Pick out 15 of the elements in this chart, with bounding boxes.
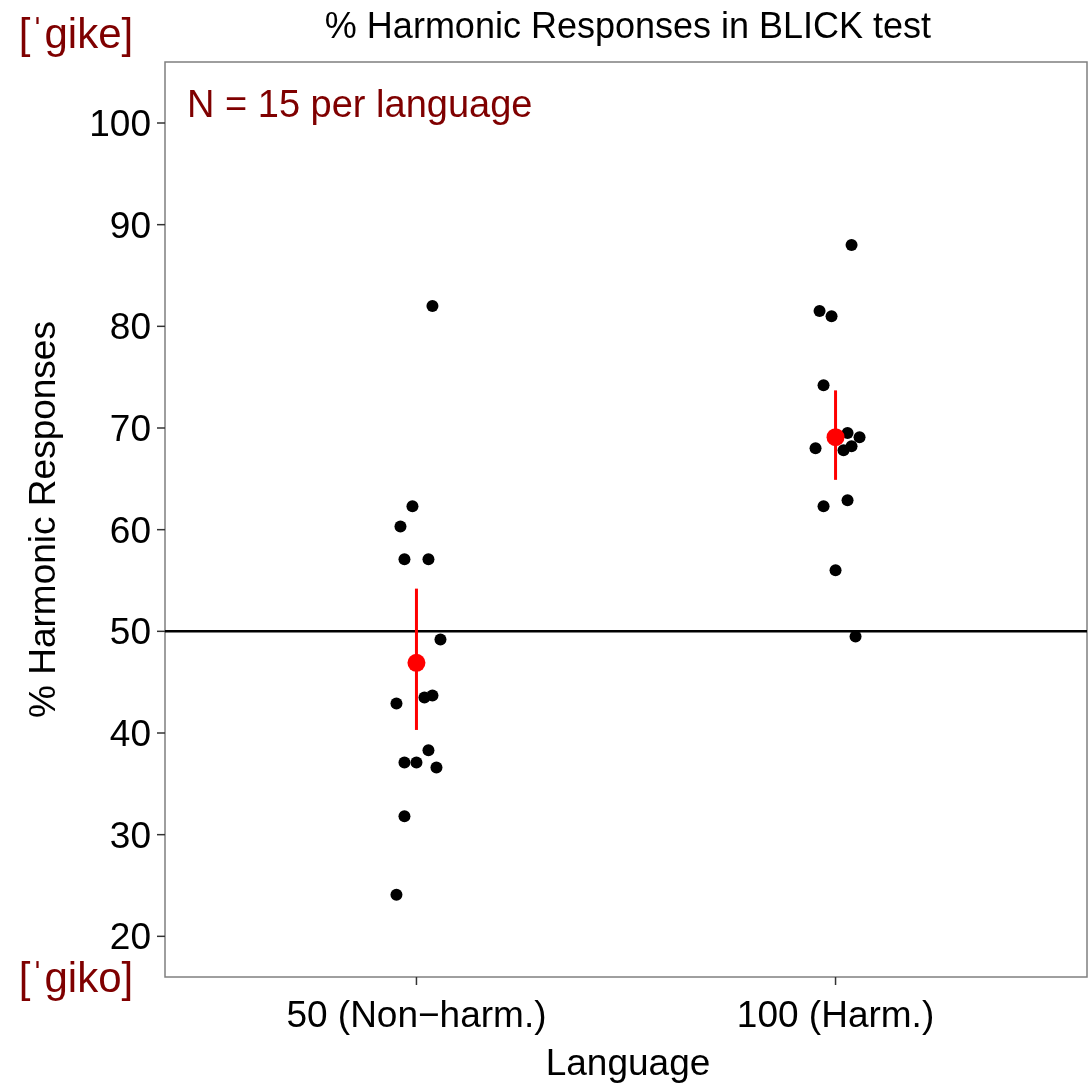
y-axis-title: % Harmonic Responses [22, 321, 63, 718]
text: [ˈgike] [18, 10, 134, 57]
y-tick-label: 30 [109, 814, 151, 856]
y-tick-label: 80 [109, 306, 151, 348]
x-tick-label: 50 (Non−harm.) [286, 994, 547, 1035]
annotation: N = 15 per language [187, 83, 533, 125]
y-tick-label: 60 [109, 509, 151, 551]
y-tick-label: 90 [109, 204, 151, 246]
chart-title: % Harmonic Responses in BLICK test [324, 5, 932, 46]
y-tick-label: 50 [109, 611, 151, 653]
y-tick-label: 70 [109, 407, 151, 449]
x-tick-label: 100 (Harm.) [736, 994, 935, 1035]
y-tick-label: 40 [109, 712, 151, 754]
y-tick-label: 100 [89, 102, 151, 144]
x-axis-title: Language [545, 1042, 711, 1083]
